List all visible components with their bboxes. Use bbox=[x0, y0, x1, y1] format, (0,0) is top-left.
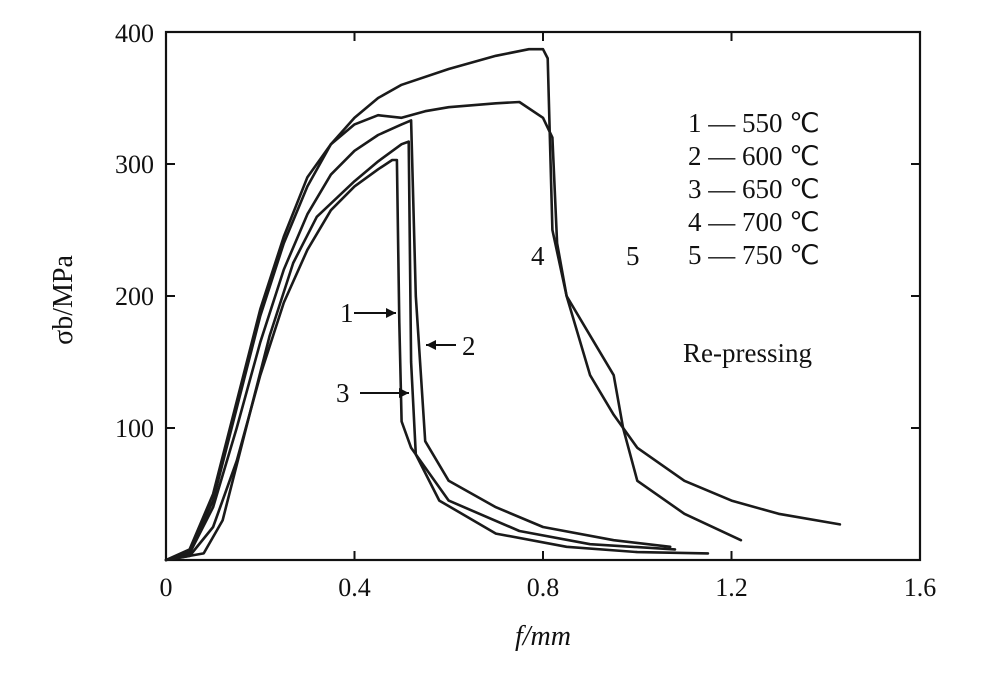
axis-ticks bbox=[166, 32, 920, 560]
series-label-4: 4 bbox=[531, 241, 545, 271]
y-axis-label: σb/MPa bbox=[48, 255, 79, 345]
y-tick-label: 100 bbox=[115, 414, 154, 443]
series-curves bbox=[164, 47, 842, 562]
legend-entry: 2 — 600 ℃ bbox=[688, 141, 820, 171]
arrowhead-icon bbox=[426, 340, 436, 350]
series-line-2 bbox=[164, 119, 672, 562]
x-tick-label: 0 bbox=[160, 573, 173, 602]
series-label-5: 5 bbox=[626, 241, 640, 271]
x-tick-label: 1.2 bbox=[715, 573, 748, 602]
x-axis: 0 0.4 0.8 1.2 1.6 f/mm bbox=[160, 573, 937, 652]
chart-annotation: Re-pressing bbox=[683, 338, 812, 368]
y-tick-label: 200 bbox=[115, 282, 154, 311]
x-tick-label: 1.6 bbox=[904, 573, 937, 602]
x-axis-label: f/mm bbox=[515, 621, 571, 652]
y-axis: 100 200 300 400 σb/MPa bbox=[48, 19, 154, 443]
series-label-2: 2 bbox=[462, 331, 476, 361]
series-line-5 bbox=[164, 47, 743, 562]
series-labels: 1 2 3 4 5 bbox=[336, 241, 640, 408]
series-label-3: 3 bbox=[336, 378, 350, 408]
legend-entry: 1 — 550 ℃ bbox=[688, 108, 820, 138]
y-tick-label: 400 bbox=[115, 19, 154, 48]
x-tick-label: 0.8 bbox=[527, 573, 560, 602]
arrowhead-icon bbox=[386, 308, 396, 318]
legend-entry: 4 — 700 ℃ bbox=[688, 207, 820, 237]
series-line-4 bbox=[164, 100, 842, 562]
legend: 1 — 550 ℃ 2 — 600 ℃ 3 — 650 ℃ 4 — 700 ℃ … bbox=[688, 108, 820, 270]
series-line-3 bbox=[164, 140, 710, 562]
series-label-1: 1 bbox=[340, 298, 354, 328]
legend-entry: 5 — 750 ℃ bbox=[688, 240, 820, 270]
arrowhead-icon bbox=[399, 388, 409, 398]
legend-entry: 3 — 650 ℃ bbox=[688, 174, 820, 204]
y-tick-label: 300 bbox=[115, 150, 154, 179]
x-tick-label: 0.4 bbox=[338, 573, 371, 602]
